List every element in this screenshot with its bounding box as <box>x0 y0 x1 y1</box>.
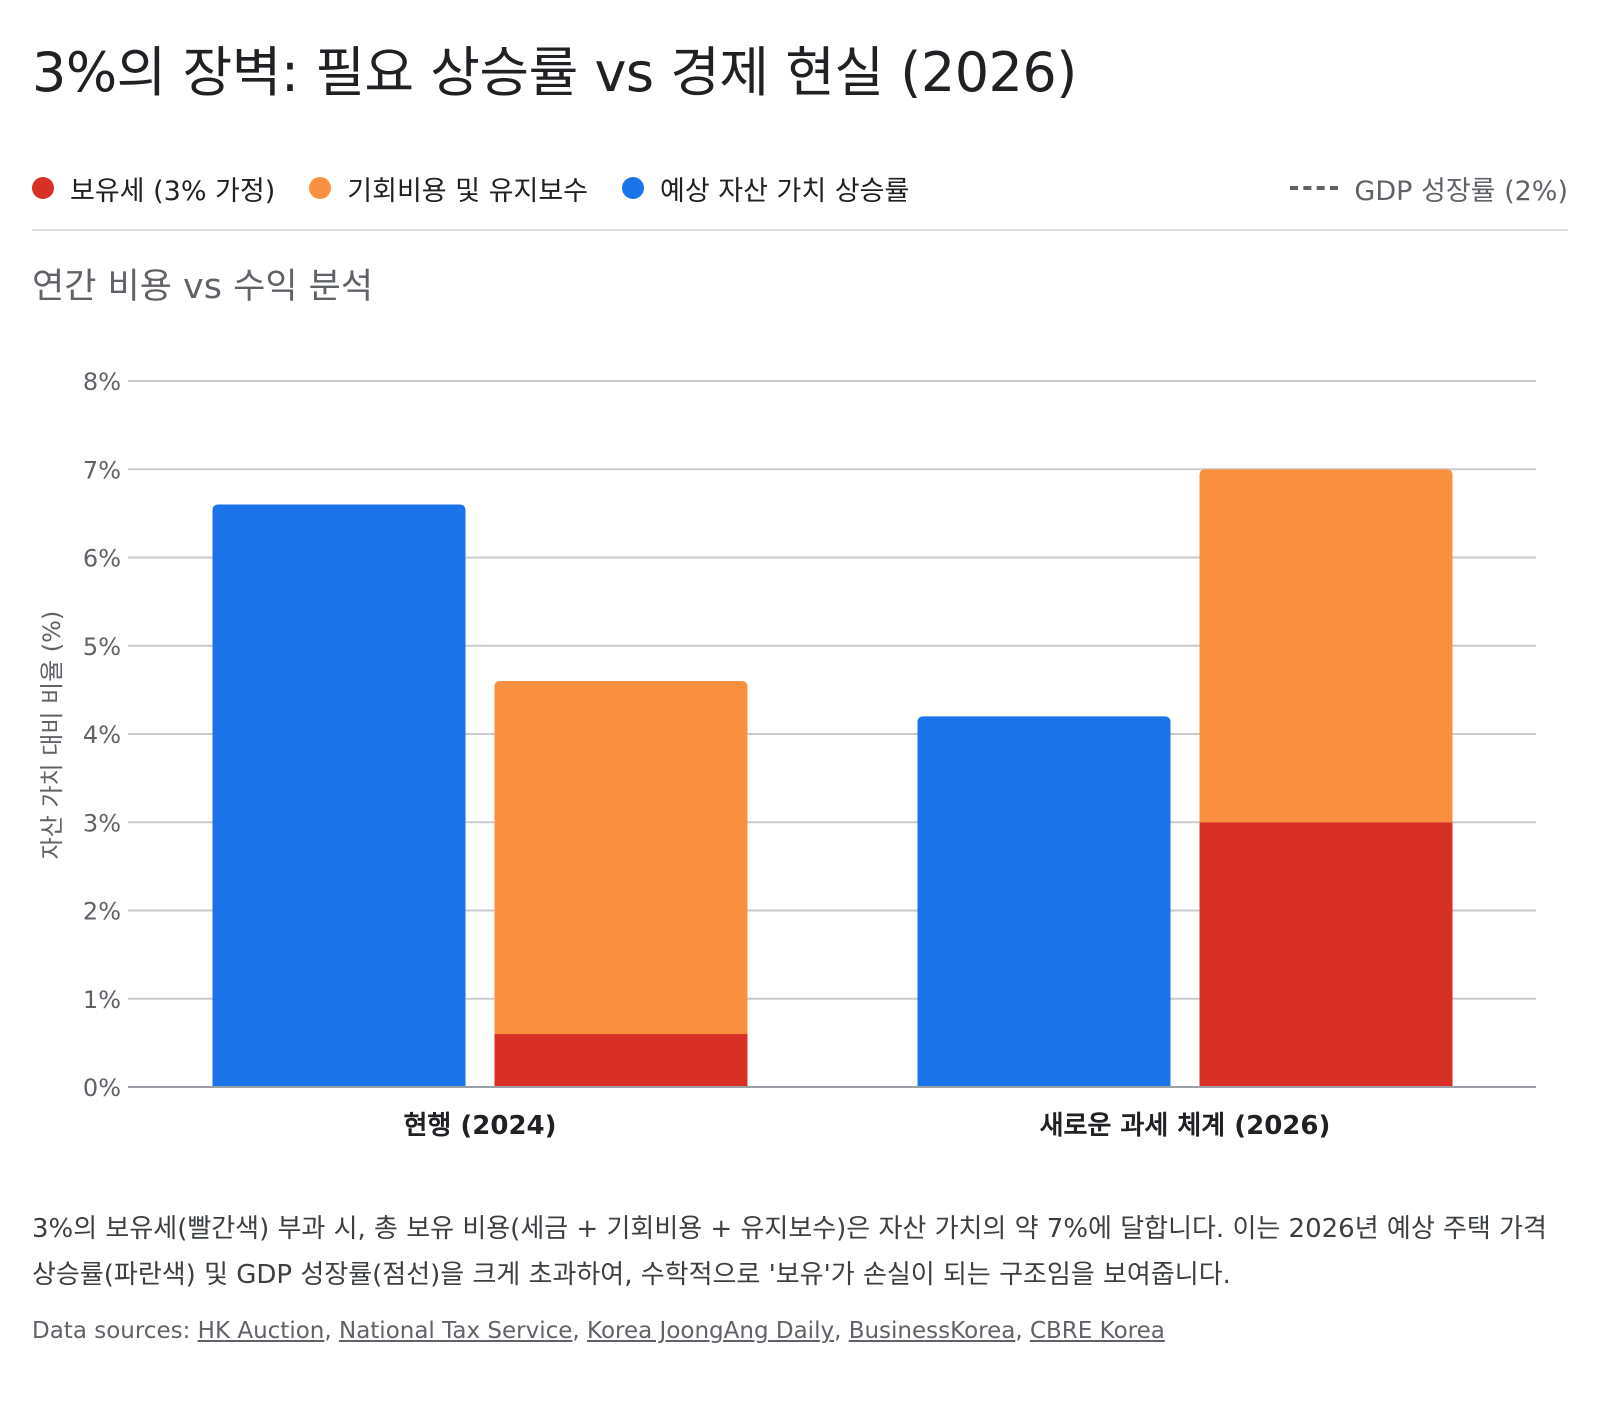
bar-holding-tax <box>1199 822 1453 1087</box>
y-tick-label: 8% <box>83 368 121 396</box>
source-link-hk-auction[interactable]: HK Auction <box>197 1318 325 1344</box>
y-tick-label: 1% <box>83 986 121 1014</box>
y-tick-label: 0% <box>83 1074 121 1102</box>
y-tick-label: 7% <box>83 456 121 484</box>
source-link-cbre-korea[interactable]: CBRE Korea <box>1029 1318 1165 1344</box>
circle-dot-icon <box>622 177 645 199</box>
y-tick-label: 2% <box>83 898 121 926</box>
x-category-label: 새로운 과세 체계 (2026) <box>1040 1111 1331 1141</box>
chart-caption: 3%의 보유세(빨간색) 부과 시, 총 보유 비용(세금 + 기회비용 + 유… <box>32 1214 1547 1290</box>
legend: 보유세 (3% 가정) 기회비용 및 유지보수 예상 자산 가치 상승률 GDP… <box>32 168 1568 208</box>
bar-chart: 0% 1% 2% 3% 4% 5% 6% 7% 8% 현행 (2024) 새로운 과세 체계 (2… <box>38 368 1536 1141</box>
divider <box>32 229 1568 231</box>
circle-dot-icon <box>309 177 332 199</box>
legend-item-expected-growth: 예상 자산 가치 상승률 <box>622 169 909 208</box>
y-tick-label: 5% <box>83 633 121 661</box>
y-axis-label: 자산 가치 대비 비율 (%) <box>38 611 66 860</box>
y-tick-label: 6% <box>83 545 121 573</box>
bar-expected-growth <box>212 504 466 1087</box>
bar-holding-tax <box>494 1034 748 1087</box>
dashed-line-icon <box>1290 186 1339 190</box>
legend-label: GDP 성장률 (2%) <box>1354 175 1568 207</box>
legend-label: 기회비용 및 유지보수 <box>347 175 589 207</box>
legend-label: 보유세 (3% 가정) <box>70 175 276 207</box>
source-link-korea-joongang-daily[interactable]: Korea JoongAng Daily <box>587 1318 835 1344</box>
legend-item-holding-tax: 보유세 (3% 가정) <box>32 169 275 208</box>
y-tick-label: 4% <box>83 721 121 749</box>
y-axis-ticks: 0% 1% 2% 3% 4% 5% 6% 7% 8% <box>83 368 121 1102</box>
x-axis-categories: 현행 (2024) 새로운 과세 체계 (2026) <box>403 1111 1330 1141</box>
chart-subtitle: 연간 비용 vs 수익 분석 <box>32 267 374 307</box>
legend-item-opportunity-cost: 기회비용 및 유지보수 <box>309 169 588 208</box>
y-tick-label: 3% <box>83 809 121 837</box>
legend-label: 예상 자산 가치 상승률 <box>660 175 910 207</box>
bar-opportunity-cost <box>494 681 748 1035</box>
source-link-national-tax-service[interactable]: National Tax Service <box>338 1318 573 1344</box>
x-category-label: 현행 (2024) <box>403 1111 556 1141</box>
bar-expected-growth <box>917 716 1171 1087</box>
chart-title: 3%의 장벽: 필요 상승률 vs 경제 현실 (2026) <box>32 41 1077 104</box>
legend-item-gdp: GDP 성장률 (2%) <box>1290 169 1568 208</box>
data-sources: Data sources: HK Auction, National Tax S… <box>32 1318 1165 1344</box>
bars <box>128 469 1536 1088</box>
bar-opportunity-cost <box>1199 469 1453 823</box>
circle-dot-icon <box>32 177 54 199</box>
source-link-businesskorea[interactable]: BusinessKorea <box>848 1318 1016 1344</box>
sources-prefix: Data sources: <box>32 1318 191 1344</box>
